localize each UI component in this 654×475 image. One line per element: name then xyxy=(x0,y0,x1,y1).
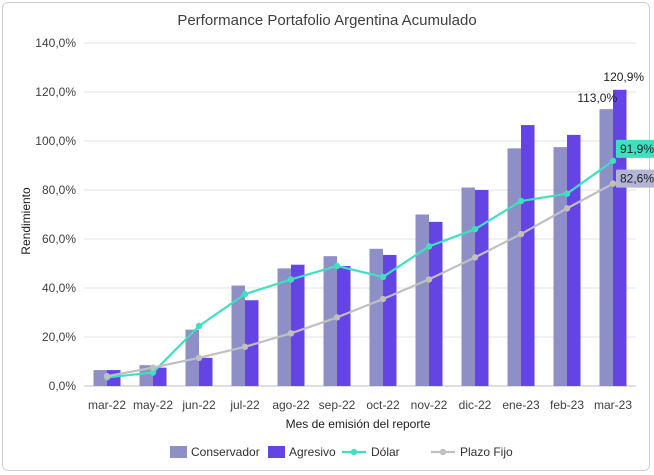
bar-agresivo xyxy=(475,190,489,386)
legend: Conservador Agresivo Dólar Plazo Fijo xyxy=(170,445,513,459)
bar-agresivo xyxy=(245,300,259,386)
x-tick-label: mar-22 xyxy=(88,398,126,412)
data-label-box-plazo-fijo xyxy=(616,169,654,188)
point-plazo-fijo xyxy=(517,230,525,238)
x-axis-label: Mes de emisión del reporte xyxy=(286,417,431,431)
y-axis-label: Rendimiento xyxy=(19,187,33,255)
legend-swatch-conservador xyxy=(170,446,187,458)
x-tick-label: jul-22 xyxy=(229,398,260,412)
point-dolar xyxy=(195,322,203,330)
point-dolar xyxy=(241,290,249,298)
bar-conservador xyxy=(323,256,337,386)
legend-marker-dolar xyxy=(350,448,358,456)
point-dolar xyxy=(425,243,433,250)
x-tick-label: oct-22 xyxy=(366,398,400,412)
chart-frame xyxy=(2,2,650,471)
bar-agresivo xyxy=(383,254,397,386)
line-dolar xyxy=(106,159,614,379)
y-tick-label: 60,0% xyxy=(42,232,76,246)
y-tick-label: 100,0% xyxy=(35,134,76,148)
bar-conservador xyxy=(93,370,107,386)
line-plazo-fijo xyxy=(106,182,614,378)
bar-conservador xyxy=(185,329,199,386)
data-label-box-dolar xyxy=(616,139,654,158)
bar-conservador xyxy=(231,285,245,386)
point-plazo-fijo xyxy=(425,276,433,283)
y-tick-label: 0,0% xyxy=(49,379,77,393)
legend-label-agresivo: Agresivo xyxy=(289,445,336,459)
x-tick-label: mar-23 xyxy=(594,398,632,412)
bar-conservador xyxy=(553,147,567,386)
bar-conservador xyxy=(599,109,613,387)
legend-label-conservador: Conservador xyxy=(191,445,260,459)
tick-labels: 0,0% 20,0% 40,0% 60,0% 80,0% 100,0% 120,0% 140,… xyxy=(35,36,632,412)
point-plazo-fijo xyxy=(609,180,617,187)
data-labels: 120,9% 113,0% 91,9% 82,6% xyxy=(577,70,654,188)
point-dolar xyxy=(609,157,617,165)
point-dolar xyxy=(149,369,157,376)
y-tick-label: 140,0% xyxy=(35,36,76,50)
legend-marker-plazo-fijo xyxy=(439,448,447,456)
x-tick-label: dic-22 xyxy=(459,398,492,412)
point-plazo-fijo xyxy=(149,364,157,371)
x-tick-label: ago-22 xyxy=(272,398,310,412)
bar-agresivo xyxy=(429,221,443,386)
bar-agresivo xyxy=(337,265,351,386)
legend-label-plazo-fijo: Plazo Fijo xyxy=(460,445,513,459)
data-label-conservador: 113,0% xyxy=(577,91,617,105)
point-dolar xyxy=(333,262,341,270)
point-dolar xyxy=(379,273,387,281)
point-plazo-fijo xyxy=(563,205,571,212)
point-dolar xyxy=(471,226,479,233)
bar-agresivo xyxy=(153,367,167,386)
x-tick-label: sep-22 xyxy=(319,398,356,412)
y-tick-label: 20,0% xyxy=(42,330,76,344)
legend-swatch-agresivo xyxy=(268,446,285,458)
data-label-agresivo: 120,9% xyxy=(603,70,644,84)
x-tick-label: ene-23 xyxy=(502,398,540,412)
bar-agresivo xyxy=(521,125,535,386)
bar-agresivo xyxy=(291,264,305,386)
data-label-dolar: 91,9% xyxy=(620,142,654,156)
point-plazo-fijo xyxy=(195,354,203,362)
point-plazo-fijo xyxy=(103,373,111,380)
bar-conservador xyxy=(507,148,521,386)
data-label-plazo-fijo: 82,6% xyxy=(620,172,654,186)
bar-conservador xyxy=(369,248,383,386)
bars xyxy=(93,89,627,387)
y-tick-label: 80,0% xyxy=(42,183,76,197)
bar-conservador xyxy=(415,214,429,386)
gridlines xyxy=(84,42,636,387)
point-plazo-fijo xyxy=(471,254,479,261)
bar-conservador xyxy=(461,187,475,386)
x-tick-label: may-22 xyxy=(133,398,173,412)
x-tick-label: nov-22 xyxy=(411,398,448,412)
point-dolar xyxy=(287,276,295,283)
point-plazo-fijo xyxy=(287,330,295,337)
point-dolar xyxy=(517,197,525,205)
x-tick-label: feb-23 xyxy=(550,398,584,412)
legend-label-dolar: Dólar xyxy=(371,445,400,459)
lines xyxy=(103,157,617,381)
point-dolar xyxy=(563,190,571,197)
point-plazo-fijo xyxy=(241,343,249,350)
chart-title: Performance Portafolio Argentina Acumula… xyxy=(177,12,476,29)
x-tick-label: jun-22 xyxy=(181,398,216,412)
bar-agresivo xyxy=(567,134,581,386)
y-tick-label: 120,0% xyxy=(35,85,76,99)
point-plazo-fijo xyxy=(379,295,387,303)
y-tick-label: 40,0% xyxy=(42,281,76,295)
bar-conservador xyxy=(277,268,291,386)
point-plazo-fijo xyxy=(333,314,341,321)
bar-agresivo xyxy=(199,357,213,386)
bar-agresivo xyxy=(613,89,627,387)
